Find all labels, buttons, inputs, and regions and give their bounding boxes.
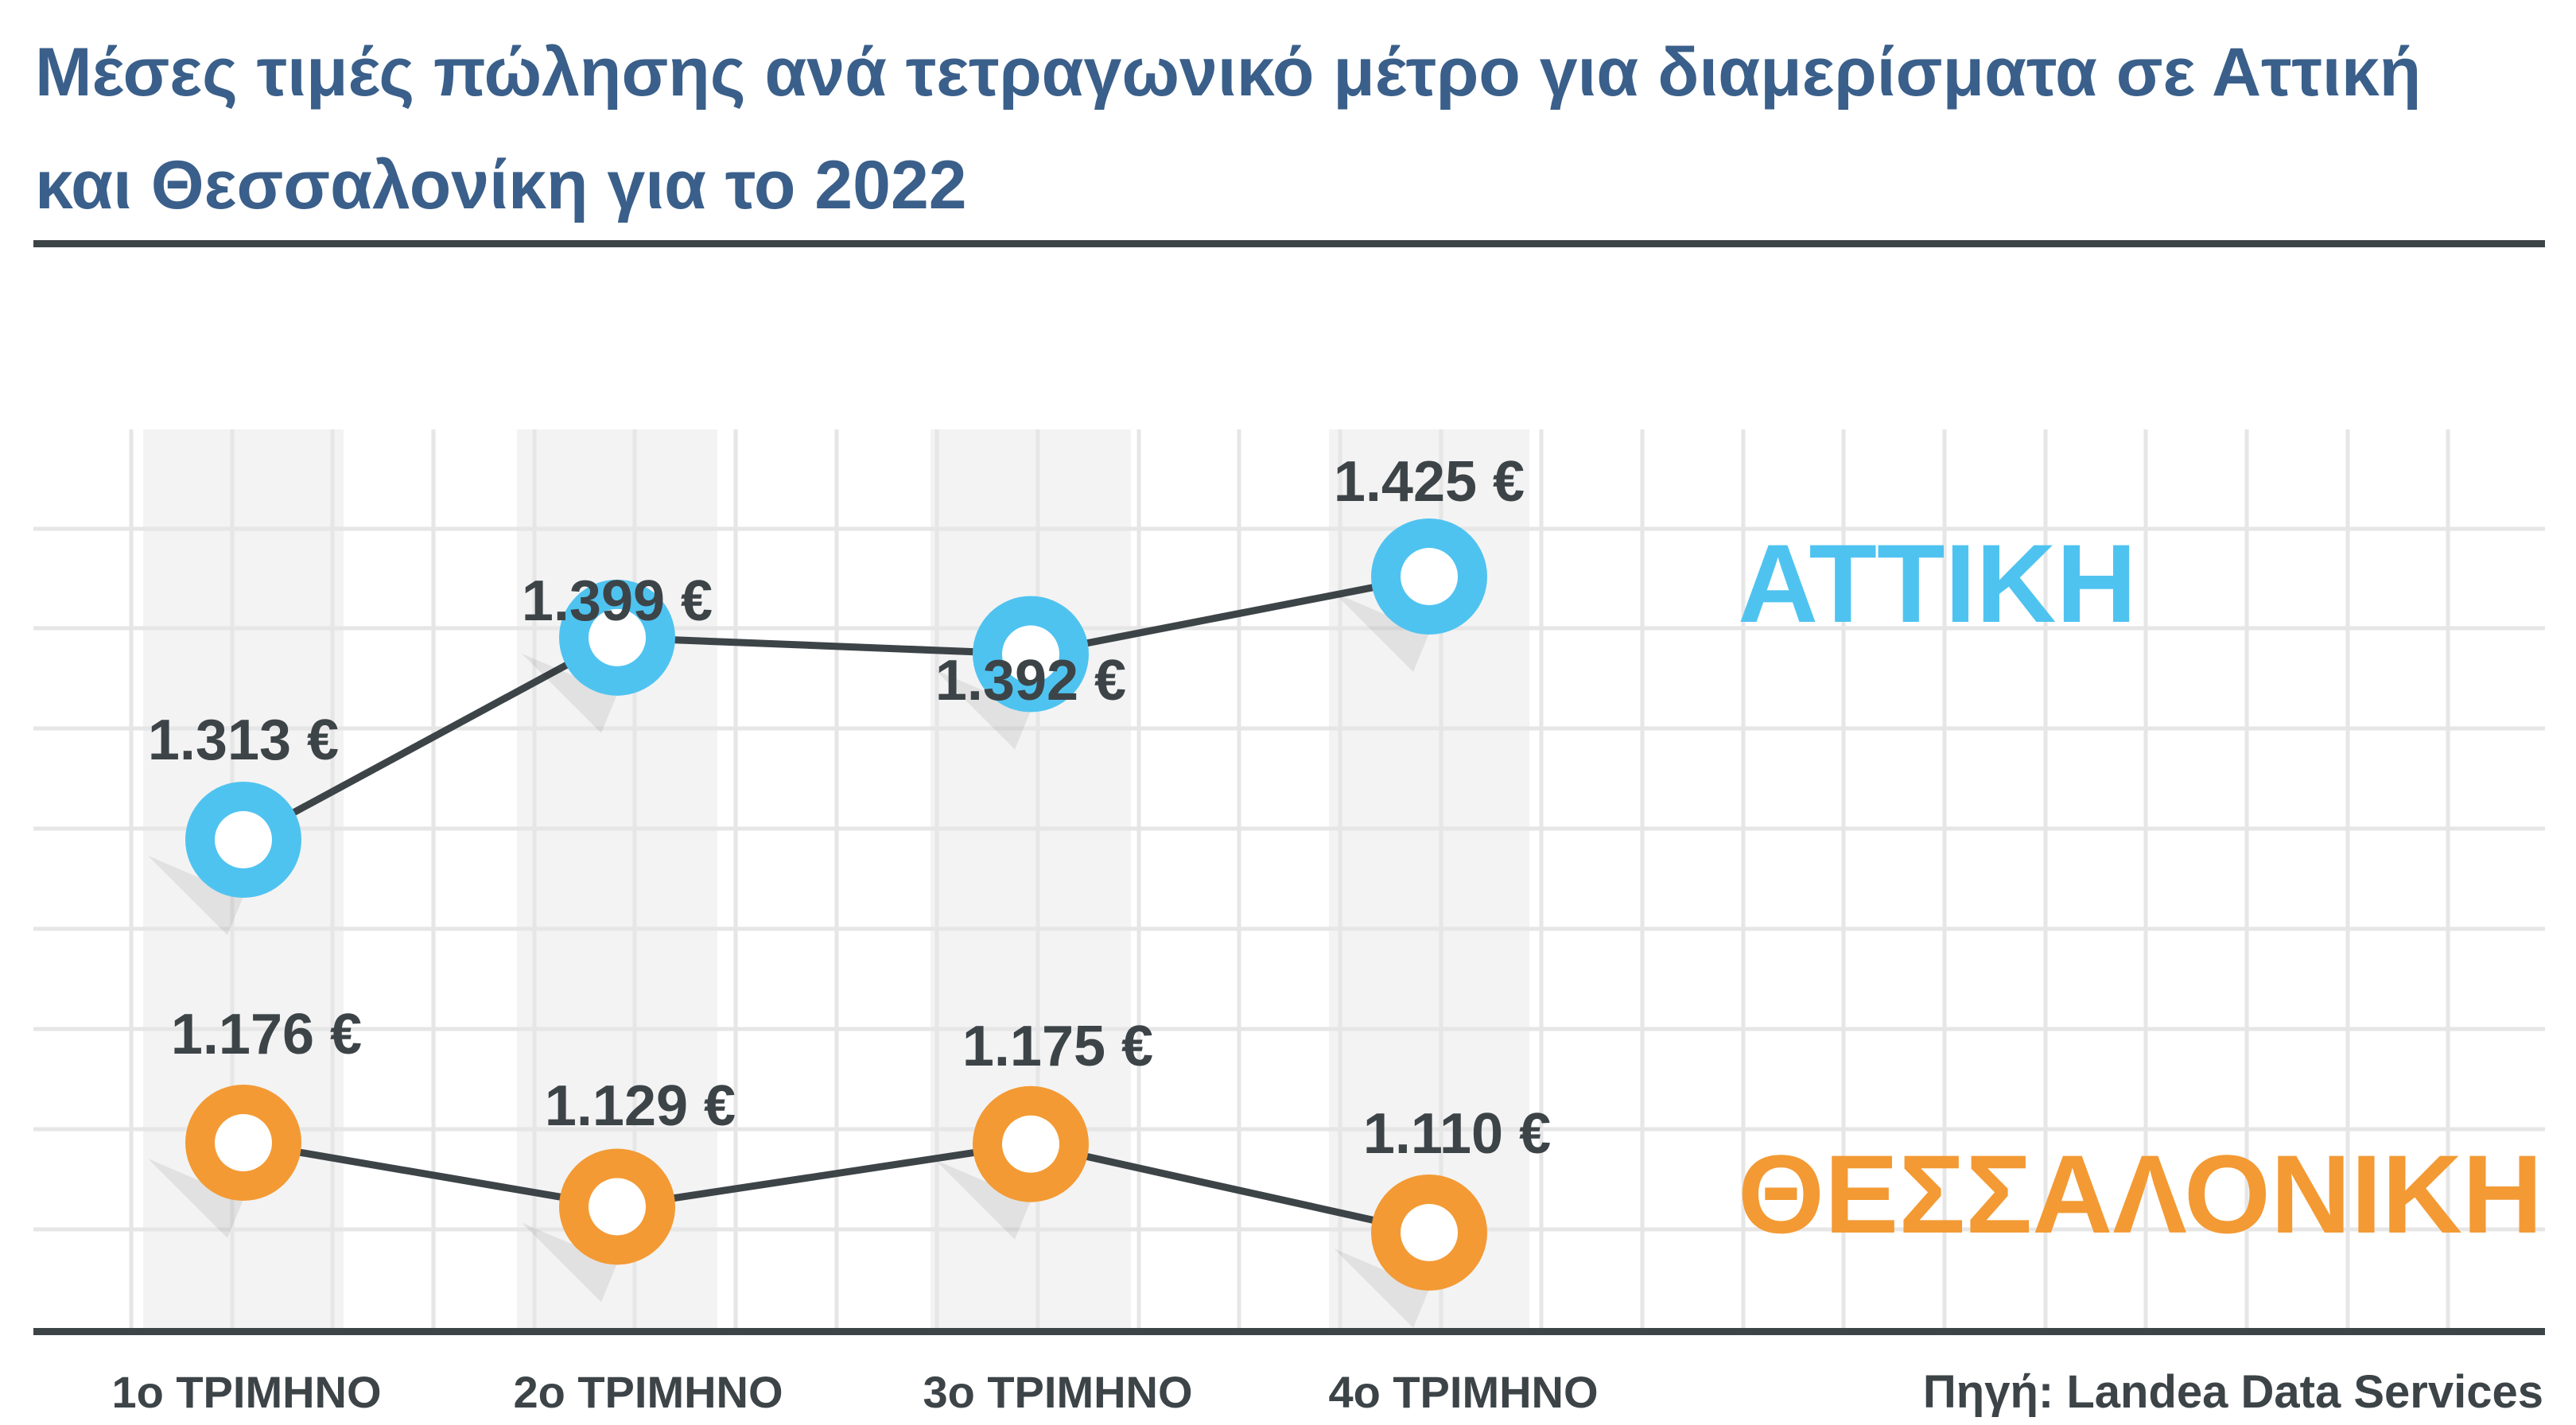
value-label-attica-q1: 1.313 € — [148, 709, 339, 772]
data-point-center — [1401, 1204, 1458, 1261]
x-axis-ticks: 1ο ΤΡΙΜΗΝΟ 2ο ΤΡΙΜΗΝΟ 3ο ΤΡΙΜΗΝΟ 4ο ΤΡΙΜ… — [111, 1367, 1598, 1417]
x-tick-label-q4: 4ο ΤΡΙΜΗΝΟ — [1328, 1367, 1598, 1417]
chart-title-line-1: Μέσες τιμές πώλησης ανά τετραγωνικό μέτρ… — [35, 34, 2421, 111]
value-label-attica-q3: 1.392 € — [935, 649, 1126, 712]
series-line-thessaloniki — [239, 1139, 1433, 1237]
data-point-center — [589, 1178, 646, 1236]
x-tick-label-q2: 2ο ΤΡΙΜΗΝΟ — [513, 1367, 783, 1417]
title-divider — [33, 240, 2545, 247]
value-label-attica-q4: 1.425 € — [1334, 450, 1525, 514]
data-point-center — [215, 1114, 272, 1171]
value-label-attica-q2: 1.399 € — [522, 569, 713, 633]
source-note: Πηγή: Landea Data Services — [1923, 1366, 2543, 1418]
series-label-attica: ΑΤΤΙΚΗ — [1738, 521, 2137, 646]
data-point-center — [215, 811, 272, 868]
series-line-attica — [239, 573, 1433, 844]
data-point-center — [1002, 1115, 1059, 1173]
chart-title-line-2: και Θεσσαλονίκη για το 2022 — [35, 147, 967, 223]
value-label-thessaloniki-q4: 1.110 € — [1363, 1102, 1551, 1166]
data-point-center — [1401, 548, 1458, 605]
value-label-thessaloniki-q2: 1.129 € — [545, 1074, 736, 1138]
value-label-thessaloniki-q3: 1.175 € — [962, 1015, 1153, 1078]
series-layer: 1.313 € 1.399 € 1.392 € 1.425 € 1.176 € 1.129… — [148, 450, 1551, 1328]
series-label-thessaloniki: ΘΕΣΣΑΛΟΝΙΚΗ — [1738, 1132, 2543, 1256]
value-label-thessaloniki-q1: 1.176 € — [171, 1003, 362, 1066]
data-point-center — [589, 608, 646, 666]
x-tick-label-q1: 1ο ΤΡΙΜΗΝΟ — [111, 1367, 381, 1417]
x-tick-label-q3: 3ο ΤΡΙΜΗΝΟ — [923, 1367, 1192, 1417]
x-axis-baseline — [33, 1328, 2545, 1335]
data-point-center — [1002, 625, 1059, 683]
